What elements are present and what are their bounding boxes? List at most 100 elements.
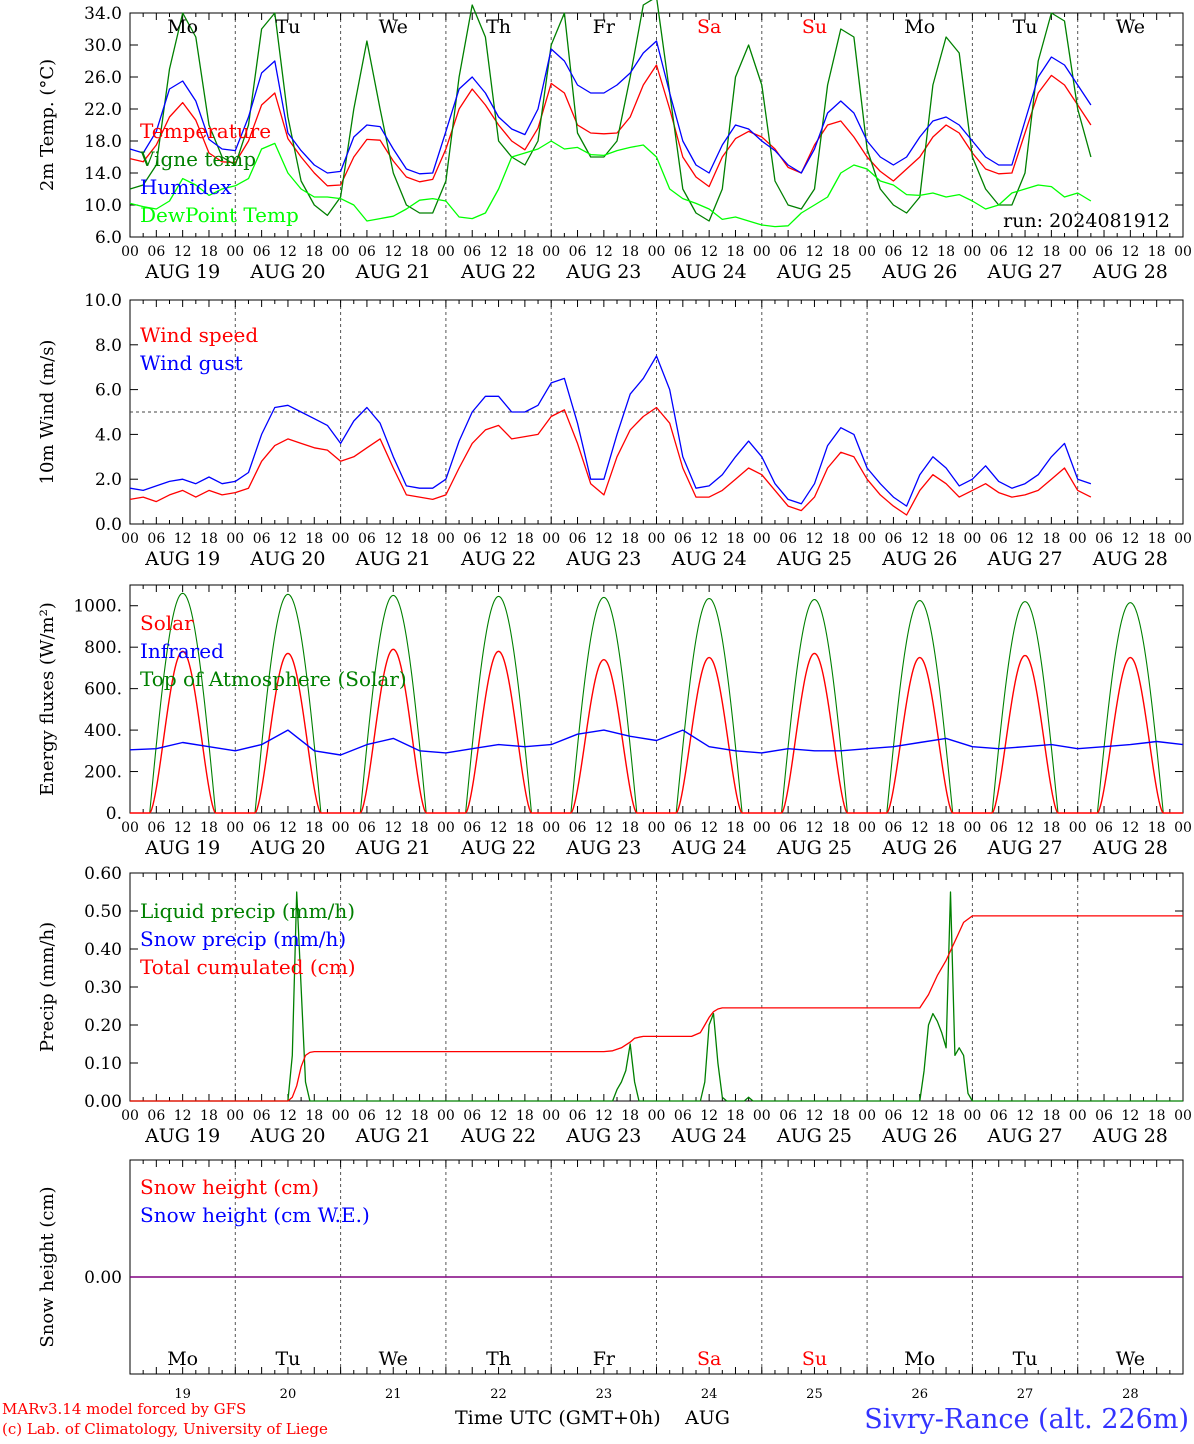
series-liquid-precip [130,891,1183,1102]
hour-tick-label: 00 [753,531,771,547]
date-label: AUG 19 [144,548,220,570]
y-tick-label: 0.20 [84,1016,122,1036]
hour-tick-label: 12 [1016,1108,1034,1124]
hour-tick-label: 06 [463,531,481,547]
hour-tick-label: 12 [1121,820,1139,836]
hour-tick-label: 18 [1042,1108,1060,1124]
date-label: AUG 27 [986,261,1062,283]
y-tick-label: 200. [84,763,122,783]
day-number-label: 25 [806,1387,823,1402]
y-tick-label: 0.00 [84,1092,122,1112]
y-tick-label: 400. [84,721,122,741]
hour-tick-label: 12 [700,820,718,836]
hour-tick-label: 06 [779,244,797,260]
date-label: AUG 25 [776,1125,852,1147]
date-label: AUG 22 [460,1125,536,1147]
weekday-label: Sa [697,16,721,38]
hour-tick-label: 18 [516,531,534,547]
hour-tick-label: 00 [542,820,560,836]
weekday-label: Mo [904,16,935,38]
hour-tick-label: 00 [648,1108,666,1124]
hour-tick-label: 06 [253,244,271,260]
date-label: AUG 20 [249,1125,325,1147]
hour-tick-label: 06 [779,820,797,836]
hour-tick-label: 12 [595,820,613,836]
hour-tick-label: 00 [542,1108,560,1124]
date-label: AUG 24 [671,1125,747,1147]
y-tick-label: 6.0 [95,228,122,248]
series-solar [130,648,1183,814]
hour-tick-label: 00 [963,1108,981,1124]
credit-line-1: MARv3.14 model forced by GFS [2,1400,246,1418]
weekday-label: Th [486,16,511,38]
hour-tick-label: 06 [253,820,271,836]
hour-tick-label: 12 [174,531,192,547]
hour-tick-label: 18 [727,1108,745,1124]
date-label: AUG 22 [460,548,536,570]
series-humidex [129,40,1092,175]
y-tick-label: 8.0 [95,336,122,356]
hour-tick-label: 06 [147,531,165,547]
weekday-label: We [379,1348,408,1370]
hour-tick-label: 06 [463,1108,481,1124]
y-tick-label: 26.0 [84,68,122,88]
hour-tick-label: 12 [911,1108,929,1124]
weekday-label: Th [486,1348,511,1370]
date-label: AUG 27 [986,548,1062,570]
hour-tick-label: 12 [1121,244,1139,260]
hour-tick-label: 18 [305,820,323,836]
y-tick-label: 30.0 [84,36,122,56]
series-infrared [129,729,1184,756]
date-label: AUG 21 [355,1125,431,1147]
hour-tick-label: 06 [147,1108,165,1124]
panel-temp: 6.0 10.0 14.0 18.0 22.0 26.0 30.0 34.0 2m Temp. … [37,0,1192,283]
date-label: AUG 24 [671,261,747,283]
hour-tick-label: 12 [806,1108,824,1124]
hour-tick-label: 06 [1095,531,1113,547]
weekday-label: Tu [1013,16,1038,38]
hour-tick-label: 12 [384,531,402,547]
y-tick-label: 0.00 [84,1268,122,1288]
date-label: AUG 19 [144,1125,220,1147]
day-number-label: 26 [911,1387,928,1402]
y-tick-label: 4.0 [95,425,122,445]
day-number-label: 24 [701,1387,718,1402]
hour-tick-label: 06 [569,531,587,547]
hour-tick-label: 00 [437,531,455,547]
legend-entry: Infrared [140,639,224,663]
hour-tick-label: 00 [858,531,876,547]
hour-tick-label: 18 [1042,244,1060,260]
hour-tick-label: 12 [806,244,824,260]
weekday-label: Tu [275,1348,300,1370]
date-label: AUG 24 [671,837,747,859]
hour-tick-label: 18 [200,820,218,836]
hour-tick-label: 18 [305,244,323,260]
y-tick-label: 22.0 [84,100,122,120]
hour-tick-label: 00 [121,531,139,547]
hour-tick-label: 00 [226,820,244,836]
hour-tick-label: 00 [226,531,244,547]
date-label: AUG 28 [1092,548,1168,570]
hour-tick-label: 18 [1042,531,1060,547]
date-label: AUG 25 [776,837,852,859]
hour-tick-label: 12 [384,1108,402,1124]
hour-tick-label: 18 [305,1108,323,1124]
hour-tick-label: 18 [832,1108,850,1124]
hour-tick-label: 00 [332,531,350,547]
hour-tick-label: 00 [226,244,244,260]
day-number-label: 22 [490,1387,507,1402]
x-axis-title: Time UTC (GMT+0h) [455,1407,661,1429]
hour-tick-label: 00 [1069,531,1087,547]
date-label: AUG 28 [1092,1125,1168,1147]
weekday-label: Tu [275,16,300,38]
hour-tick-label: 12 [595,531,613,547]
date-label: AUG 26 [881,1125,957,1147]
hour-tick-label: 00 [332,244,350,260]
hour-tick-label: 18 [411,820,429,836]
hour-tick-label: 06 [674,1108,692,1124]
date-label: AUG 23 [565,837,641,859]
hour-tick-label: 06 [990,820,1008,836]
hour-tick-label: 00 [1069,1108,1087,1124]
hour-tick-label: 00 [753,244,771,260]
date-label: AUG 20 [249,837,325,859]
